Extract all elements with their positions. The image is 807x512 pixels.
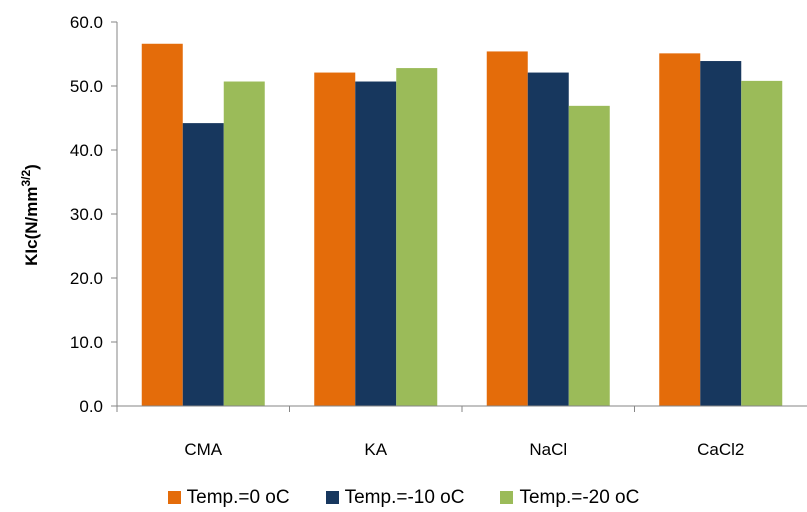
y-tick-label: 50.0 [70,77,103,96]
y-tick-label: 20.0 [70,269,103,288]
x-axis: CMA KA NaCl CaCl2 [116,405,807,459]
bar [486,51,528,406]
bar [396,68,438,406]
x-category-label: KA [364,440,387,459]
legend-label: Temp.=0 oC [186,486,290,508]
legend-item: Temp.=-10 oC [325,486,465,509]
bar-chart: KIc(N/mm3/2) 0.0 10.0 20.0 30.0 40.0 50.0 60.0… [19,13,807,459]
y-tick-label: 60.0 [70,13,103,32]
x-category-label: CaCl2 [697,440,744,459]
bar [700,61,742,406]
legend-swatch [325,491,339,504]
legend-item: Temp.=0 oC [167,486,290,509]
bars [141,43,783,407]
y-axis-label: KIc(N/mm3/2) [19,164,41,266]
bar [141,43,183,406]
y-tick-label: 10.0 [70,333,103,352]
bar [527,72,569,406]
bar [355,81,397,407]
legend-swatch [500,491,514,504]
bar [314,72,356,406]
legend-item: Temp.=-20 oC [500,487,639,509]
legend-label: Temp.=-10 oC [344,486,465,508]
x-category-label: CMA [184,440,222,459]
x-category-label: NaCl [529,440,567,459]
legend-swatch [167,491,181,504]
y-tick-label: 0.0 [79,397,103,416]
bar [182,123,224,407]
bar [741,80,783,406]
bar [223,81,265,407]
bar [568,105,610,406]
legend-label: Temp.=-20 oC [519,486,640,508]
y-axis: 0.0 10.0 20.0 30.0 40.0 50.0 60.0 [70,13,118,416]
bar [659,53,701,407]
y-tick-label: 30.0 [70,205,103,224]
legend: Temp.=0 oC Temp.=-10 oC Temp.=-20 oC [0,483,807,512]
y-tick-label: 40.0 [70,141,103,160]
